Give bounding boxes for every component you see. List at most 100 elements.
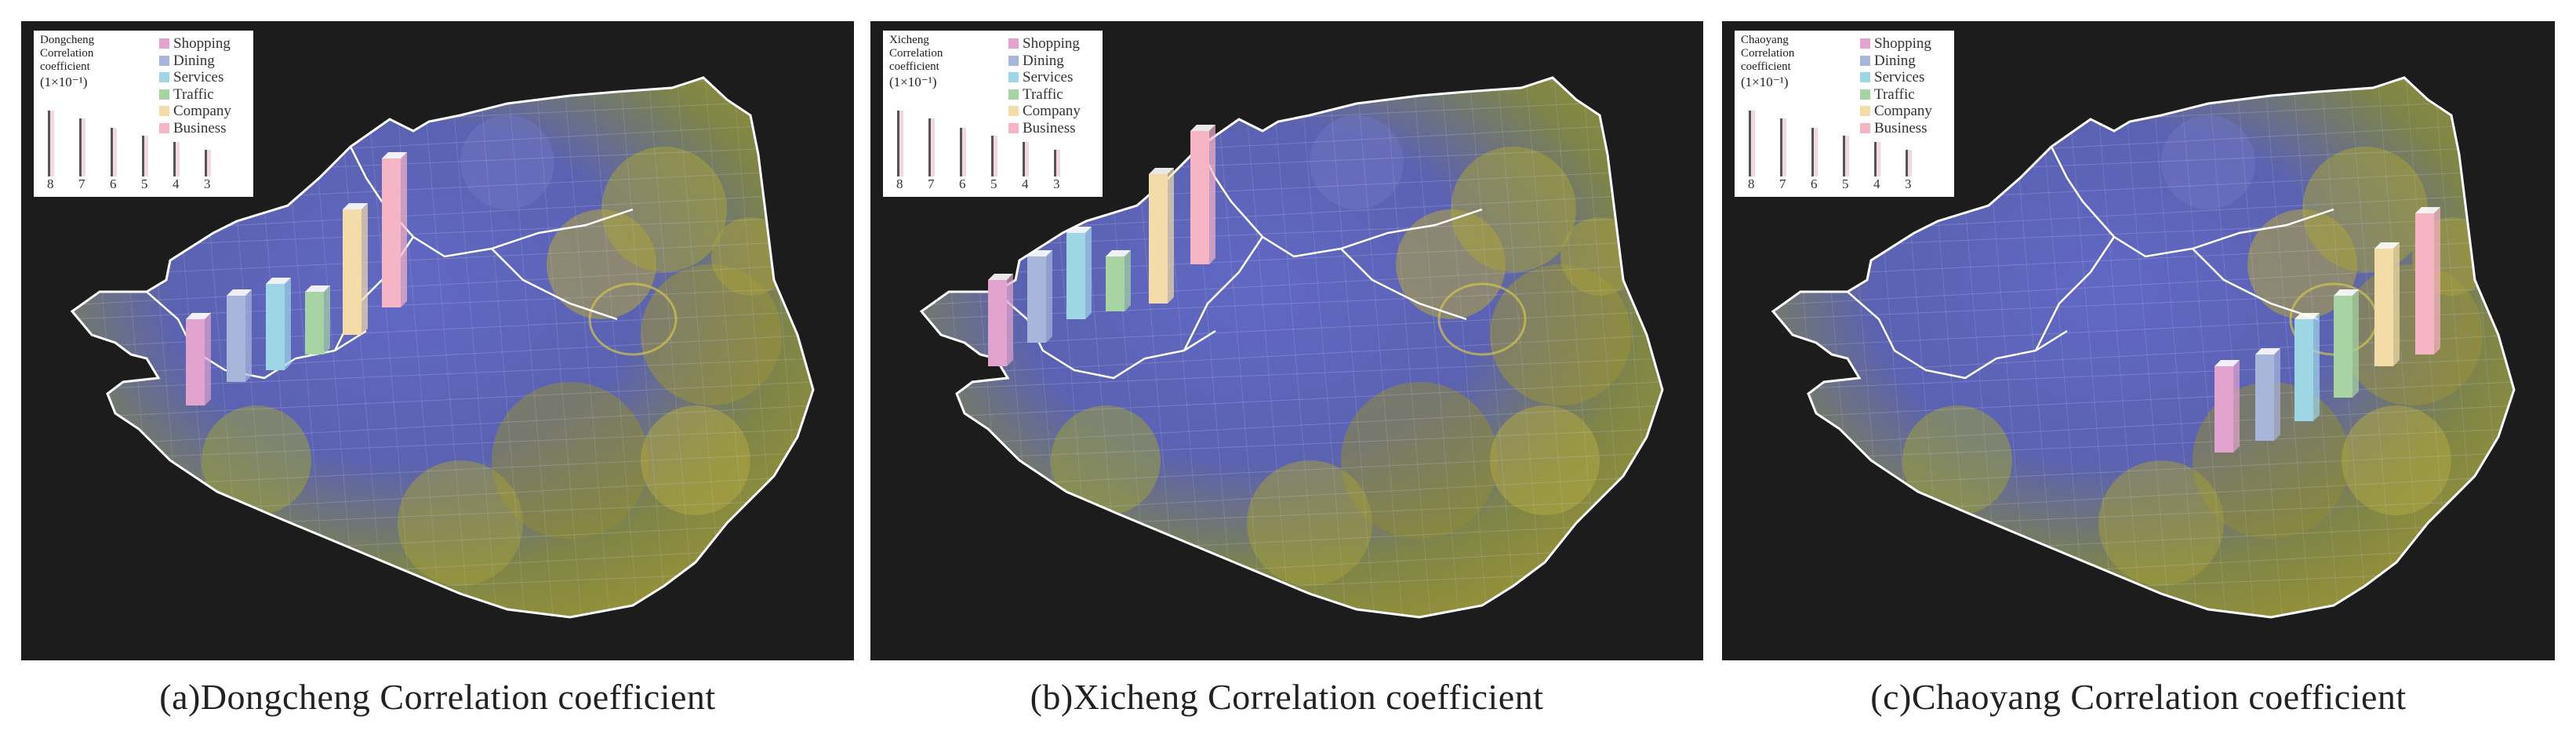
scale-tick-label: 6 xyxy=(110,176,117,191)
scale-bar-4 xyxy=(173,142,180,176)
district-map xyxy=(70,76,815,619)
legend-label: Shopping xyxy=(1874,35,1931,52)
legend-swatch xyxy=(1008,122,1019,133)
legend-item-business: Business xyxy=(1008,120,1081,137)
scale-bar-4 xyxy=(1874,142,1880,176)
legend-swatch xyxy=(1860,122,1870,133)
map-panel-dongcheng: Dongcheng Correlation coefficient (1×10⁻… xyxy=(21,21,854,660)
legend-item-shopping: Shopping xyxy=(1008,35,1081,53)
map-bar-shopping xyxy=(2214,360,2240,453)
map-bar-company xyxy=(343,203,368,335)
legend-label: Dining xyxy=(173,52,215,69)
legend-item-traffic: Traffic xyxy=(1860,86,1932,104)
legend-label: Dining xyxy=(1874,52,1916,69)
scale-bar-4 xyxy=(1023,142,1029,176)
legend-swatch xyxy=(159,122,169,133)
legend-label: Shopping xyxy=(173,35,231,52)
legend-label: Company xyxy=(1874,103,1932,119)
legend: Dongcheng Correlation coefficient (1×10⁻… xyxy=(34,31,253,197)
legend-item-company: Company xyxy=(1008,103,1081,120)
legend-label: Services xyxy=(1023,69,1074,85)
city-boundary xyxy=(919,76,1664,619)
scale-tick-label: 8 xyxy=(47,176,54,191)
legend-swatch xyxy=(1008,72,1019,82)
map-bar-business xyxy=(382,152,407,307)
legend-item-business: Business xyxy=(159,120,231,137)
legend-categories: Shopping Dining Services Traffic Company Busi… xyxy=(159,35,231,136)
scale-bars xyxy=(48,111,211,176)
scale-tick-label: 8 xyxy=(1748,176,1755,191)
legend-title: Xicheng Correlation coefficient xyxy=(889,34,943,73)
scale-bar-7 xyxy=(928,118,935,176)
district-boundary xyxy=(1847,291,2068,380)
legend-categories: Shopping Dining Services Traffic Company Busi… xyxy=(1008,35,1081,136)
legend-label: Traffic xyxy=(1023,85,1063,103)
legend-swatch xyxy=(1860,89,1870,100)
legend-title: Dongcheng Correlation coefficient xyxy=(40,34,95,73)
district-boundary xyxy=(2034,236,2116,351)
legend-item-company: Company xyxy=(159,103,231,120)
caption-chaoyang: (c)Chaoyang Correlation coefficient xyxy=(1870,677,2407,717)
district-boundary xyxy=(2050,146,2334,258)
scale-tick-label: 7 xyxy=(928,176,935,191)
caption-dongcheng: (a)Dongcheng Correlation coefficient xyxy=(159,677,716,717)
legend-item-dining: Dining xyxy=(159,53,231,70)
scale-tick-label: 7 xyxy=(1779,176,1786,191)
scale-tick-label: 4 xyxy=(1022,176,1029,191)
scale-bar-8 xyxy=(48,111,54,176)
scale-bar-6 xyxy=(960,128,966,176)
scale-bar-3 xyxy=(1054,150,1060,176)
legend-item-traffic: Traffic xyxy=(1008,86,1081,104)
legend: Xicheng Correlation coefficient (1×10⁻¹)… xyxy=(883,31,1103,197)
legend-swatch xyxy=(159,72,169,82)
district-boundary xyxy=(2192,248,2319,321)
legend-label: Traffic xyxy=(1874,85,1915,103)
map-bar-services xyxy=(266,278,291,370)
district-boundary xyxy=(491,248,618,321)
scale-tick-label: 7 xyxy=(78,176,85,191)
legend-item-services: Services xyxy=(1860,69,1932,86)
legend-item-dining: Dining xyxy=(1008,53,1081,70)
legend-label: Shopping xyxy=(1023,35,1080,52)
scale-bar-5 xyxy=(1843,136,1849,176)
scale-bar-6 xyxy=(111,128,117,176)
district-boundary xyxy=(1183,236,1264,351)
district-boundary xyxy=(1340,248,1467,321)
map-bar-services xyxy=(2294,313,2320,421)
district-map xyxy=(1771,76,2516,619)
legend-item-dining: Dining xyxy=(1860,53,1932,70)
city-boundary xyxy=(1771,76,2516,619)
scale-tick-label: 8 xyxy=(896,176,903,191)
map-bar-company xyxy=(2374,242,2400,366)
scale-tick-label: 6 xyxy=(1811,176,1818,191)
scale-bar-3 xyxy=(1906,150,1912,176)
legend-unit: (1×10⁻¹) xyxy=(889,75,937,89)
legend-swatch xyxy=(1008,55,1019,66)
legend-label: Traffic xyxy=(173,85,214,103)
scale-tick-label: 5 xyxy=(990,176,997,191)
scale-tick-label: 4 xyxy=(1873,176,1880,191)
legend-swatch xyxy=(159,38,169,49)
district-boundary xyxy=(349,146,634,258)
scale-bars xyxy=(1749,111,1912,176)
legend-swatch xyxy=(1008,38,1019,49)
legend-swatch xyxy=(1008,89,1019,100)
legend-unit: (1×10⁻¹) xyxy=(40,75,88,89)
scale-tick-label: 4 xyxy=(173,176,180,191)
legend-label: Company xyxy=(173,103,231,119)
legend-label: Business xyxy=(173,119,227,136)
map-bar-business xyxy=(1190,125,1215,264)
legend-item-shopping: Shopping xyxy=(159,35,231,53)
scale-bar-7 xyxy=(79,118,85,176)
map-bar-company xyxy=(1149,168,1174,304)
legend-item-services: Services xyxy=(1008,69,1081,86)
legend-swatch xyxy=(159,55,169,66)
map-bar-traffic xyxy=(1106,250,1131,311)
legend-swatch xyxy=(1860,55,1870,66)
legend-unit: (1×10⁻¹) xyxy=(1741,75,1789,89)
scale-bar-7 xyxy=(1780,118,1786,176)
map-bar-dining xyxy=(227,289,252,382)
scale-bar-8 xyxy=(897,111,903,176)
district-map xyxy=(919,76,1664,619)
legend-label: Business xyxy=(1874,119,1927,136)
